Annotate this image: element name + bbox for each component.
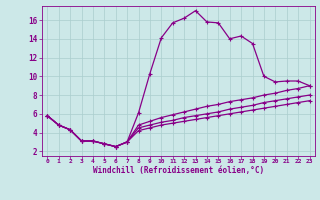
X-axis label: Windchill (Refroidissement éolien,°C): Windchill (Refroidissement éolien,°C) [93,166,264,175]
